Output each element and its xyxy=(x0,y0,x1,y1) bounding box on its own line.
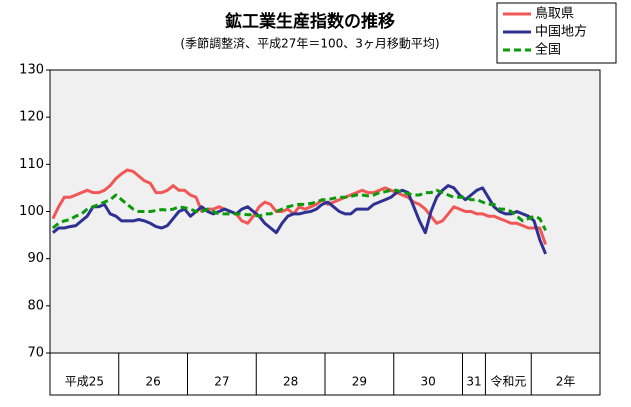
legend-label: 鳥取県 xyxy=(535,7,574,22)
x-tick-label: 令和元 xyxy=(490,374,526,389)
x-tick-label: 2年 xyxy=(556,375,576,389)
series-line xyxy=(51,188,547,232)
x-tick-label: 28 xyxy=(283,375,298,389)
x-tick-label: 31 xyxy=(466,375,481,389)
y-tick-label: 100 xyxy=(19,204,44,219)
x-tick-label: 平成25 xyxy=(65,375,104,389)
x-tick-label: 30 xyxy=(420,375,435,389)
series-line xyxy=(51,168,548,245)
chart-subtitle: (季節調整済、平成27年＝100、3ヶ月移動平均) xyxy=(180,36,439,51)
y-tick-label: 120 xyxy=(19,110,44,125)
x-tick-label: 26 xyxy=(145,375,160,389)
y-tick-label: 70 xyxy=(27,346,44,361)
y-tick-label: 130 xyxy=(19,63,44,78)
x-tick-label: 29 xyxy=(352,375,367,389)
y-tick-label: 110 xyxy=(19,157,44,172)
y-tick-label: 80 xyxy=(27,298,44,313)
chart-title: 鉱工業生産指数の推移 xyxy=(225,11,395,32)
x-tick-label: 27 xyxy=(214,375,229,389)
y-tick-label: 90 xyxy=(27,251,44,266)
legend-label: 全国 xyxy=(535,42,561,58)
legend-label: 中国地方 xyxy=(535,24,587,40)
